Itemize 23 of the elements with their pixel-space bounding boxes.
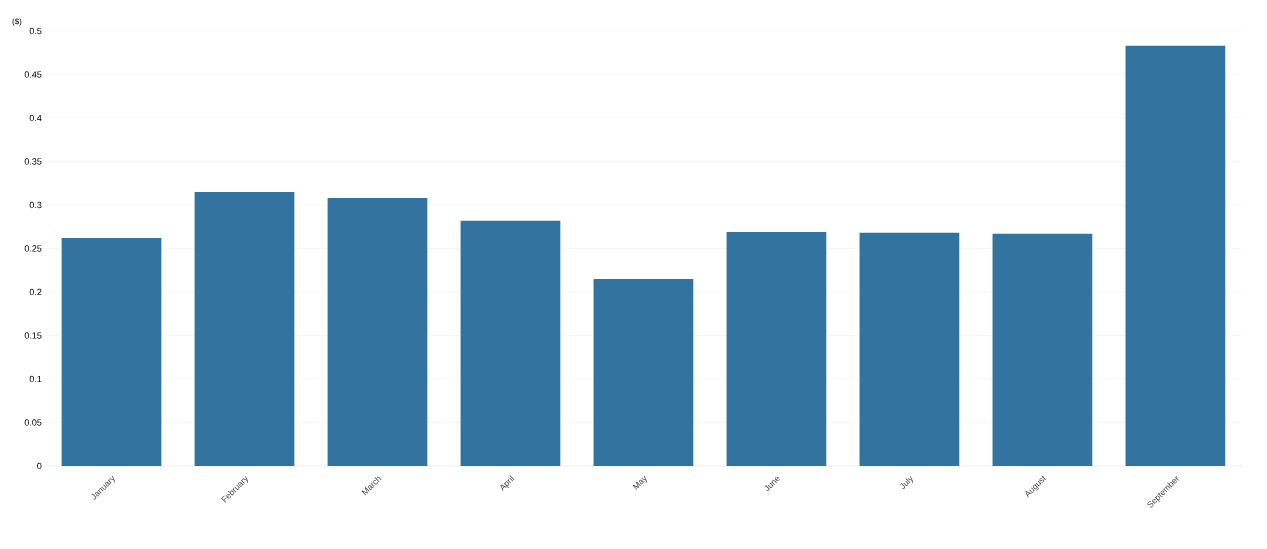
y-tick-label: 0.45 [24, 71, 42, 78]
x-tick-label: May [632, 475, 647, 490]
bar [992, 233, 1093, 466]
bar [593, 278, 694, 466]
bar [327, 198, 428, 466]
bar [726, 231, 827, 466]
bar [1125, 45, 1226, 466]
y-tick-label: 0.5 [29, 27, 42, 35]
y-tick-label: 0.3 [29, 201, 42, 209]
y-tick-label: 0.2 [29, 288, 42, 296]
bar [194, 191, 295, 466]
x-tick-label: July [900, 475, 913, 490]
bar [859, 232, 960, 466]
y-tick-label: 0.1 [29, 375, 42, 383]
y-tick-label: 0.15 [24, 332, 42, 339]
bar [460, 220, 561, 466]
y-tick-label: 0.35 [24, 158, 42, 165]
y-tick-label: 0.25 [24, 245, 42, 252]
y-tick-label: 0.4 [29, 114, 42, 122]
x-tick-label: June [764, 476, 780, 492]
y-tick-label: 0.05 [24, 419, 42, 426]
y-tick-label: 0 [37, 462, 42, 470]
bar [61, 238, 162, 466]
